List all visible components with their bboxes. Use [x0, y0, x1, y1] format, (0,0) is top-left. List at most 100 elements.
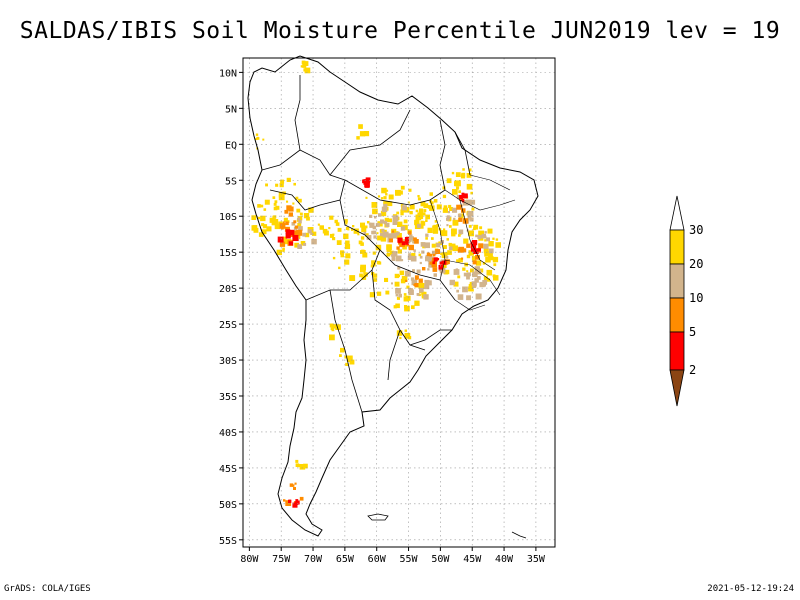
percentile-cell: [452, 207, 458, 213]
percentile-cell: [367, 221, 370, 224]
percentile-cell: [282, 221, 285, 224]
lat-label: 35S: [219, 392, 237, 403]
percentile-cell: [453, 217, 456, 221]
percentile-cell: [432, 267, 438, 272]
percentile-cell: [377, 261, 380, 264]
percentile-cell: [403, 296, 409, 302]
percentile-cell: [258, 232, 264, 237]
percentile-cell: [334, 219, 338, 224]
percentile-cell: [386, 245, 391, 250]
percentile-cell: [404, 329, 407, 332]
percentile-cell: [391, 232, 398, 239]
percentile-cell: [468, 230, 474, 237]
percentile-cell: [448, 204, 452, 208]
percentile-cell: [319, 225, 324, 230]
percentile-cell: [470, 199, 476, 205]
percentile-cell: [256, 137, 260, 140]
lon-label: 70W: [304, 554, 323, 565]
percentile-cell: [421, 296, 425, 299]
percentile-cell: [453, 269, 460, 275]
percentile-cell: [266, 226, 272, 232]
percentile-cell: [429, 253, 433, 257]
percentile-cell: [263, 208, 267, 211]
percentile-cell: [363, 231, 367, 235]
percentile-cell: [420, 201, 426, 207]
percentile-cell: [470, 246, 477, 252]
percentile-cell: [492, 237, 495, 240]
percentile-cell: [391, 257, 396, 261]
percentile-cell: [261, 223, 265, 227]
percentile-cell: [477, 248, 481, 252]
colorbar-label-20: 20: [689, 257, 703, 271]
percentile-cell: [272, 215, 276, 220]
percentile-cell: [332, 256, 336, 260]
percentile-cell: [292, 235, 299, 241]
percentile-cell: [442, 194, 447, 199]
percentile-cell: [462, 286, 468, 293]
percentile-cell: [332, 324, 337, 329]
percentile-cell: [332, 237, 336, 241]
percentile-cell: [440, 232, 444, 236]
percentile-cell: [493, 263, 497, 267]
percentile-cell: [489, 256, 494, 261]
percentile-cell: [402, 244, 407, 250]
percentile-cell: [397, 237, 403, 243]
lon-label: 45W: [463, 554, 482, 565]
longitude-labels: 80W 75W 70W 65W 60W 55W 50W 45W 40W 35W: [240, 547, 546, 565]
percentile-cell: [416, 293, 420, 296]
percentile-cell: [257, 204, 261, 208]
percentile-cell: [455, 172, 461, 177]
percentile-cell: [425, 219, 428, 222]
percentile-cell: [433, 257, 438, 262]
percentile-cell: [288, 212, 293, 217]
percentile-cell: [410, 255, 417, 262]
percentile-cell: [419, 208, 423, 213]
percentile-cell: [411, 279, 418, 286]
percentile-cell: [294, 501, 299, 505]
percentile-cell: [390, 254, 394, 257]
percentile-cell: [445, 255, 449, 259]
percentile-cell: [265, 183, 268, 187]
percentile-cell: [381, 228, 385, 232]
percentile-cell: [400, 185, 405, 190]
percentile-cell: [279, 183, 284, 188]
percentile-cell: [380, 219, 385, 224]
percentile-cell: [337, 227, 342, 232]
percentile-cell: [381, 187, 387, 194]
percentile-cell: [388, 194, 394, 200]
percentile-cell: [487, 228, 493, 234]
percentile-cell: [377, 195, 381, 198]
percentile-cell: [471, 207, 475, 211]
percentile-cell: [423, 294, 428, 299]
percentile-cell: [451, 232, 456, 237]
percentile-cell: [298, 216, 303, 221]
percentile-cell: [457, 248, 462, 253]
lon-label: 40W: [495, 554, 514, 565]
percentile-cell: [463, 238, 469, 244]
percentile-cell: [400, 278, 406, 284]
percentile-cell: [364, 225, 368, 229]
percentile-cell: [419, 261, 422, 265]
percentile-cell: [458, 258, 463, 263]
percentile-cell: [399, 336, 402, 340]
percentile-cell: [304, 213, 307, 216]
percentile-cell: [479, 226, 483, 230]
percentile-cell: [345, 240, 350, 245]
percentile-cell: [395, 288, 401, 294]
percentile-cell: [462, 267, 466, 271]
percentile-cell: [280, 179, 285, 184]
percentile-cell: [295, 463, 300, 467]
percentile-cell: [473, 257, 476, 261]
percentile-cell: [393, 305, 397, 309]
percentile-cell: [286, 177, 291, 182]
percentile-cell: [338, 266, 341, 270]
percentile-cell: [303, 68, 307, 72]
percentile-cell: [329, 215, 334, 220]
percentile-cell: [427, 256, 434, 263]
percentile-cell: [386, 252, 391, 257]
percentile-cell: [425, 256, 430, 262]
percentile-cell: [464, 262, 468, 267]
lon-label: 55W: [400, 554, 419, 565]
percentile-cell: [409, 211, 413, 215]
